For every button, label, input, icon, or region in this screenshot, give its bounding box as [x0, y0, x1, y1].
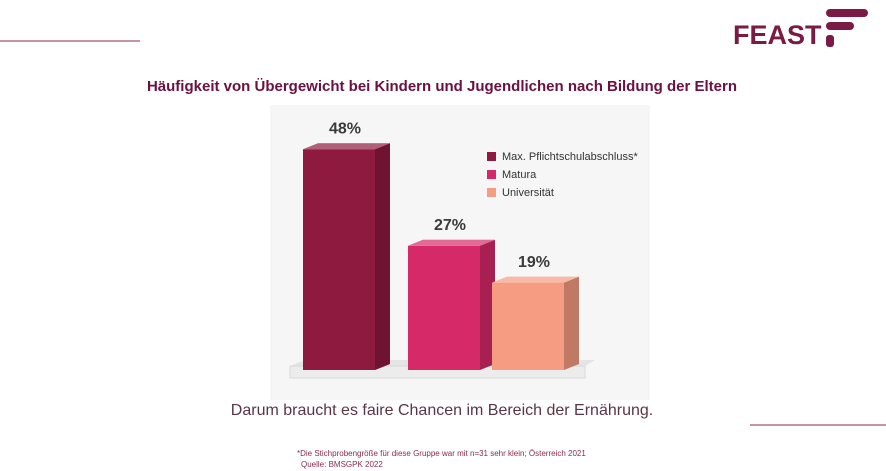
logo: FEAST [733, 20, 822, 50]
bar-top-light [408, 239, 495, 246]
footnote: *Die Stichprobengröße für diese Gruppe w… [297, 449, 586, 458]
legend-swatch [487, 170, 496, 179]
bar-top [408, 239, 495, 246]
legend-label: Universität [502, 187, 554, 199]
bar-side [480, 239, 495, 370]
chart-title: Häufigkeit von Übergewicht bei Kindern u… [147, 78, 737, 95]
bar-side-shade [564, 276, 579, 370]
logo-mark [826, 9, 868, 47]
legend-label: Max. Pflichtschulabschluss* [502, 151, 638, 163]
bar-side [564, 276, 579, 370]
legend-swatch [487, 152, 496, 161]
bar-top-light [303, 143, 390, 150]
footnote: Quelle: BMSGPK 2022 [301, 460, 383, 469]
legend-label: Matura [502, 169, 537, 181]
bar [492, 282, 564, 370]
bar [408, 245, 480, 370]
bar-side-shade [375, 143, 390, 370]
value-label: 48% [329, 120, 361, 137]
bar [303, 149, 375, 370]
subtitle: Darum braucht es faire Chancen im Bereic… [231, 402, 653, 419]
value-label: 19% [518, 254, 550, 271]
value-label: 27% [434, 217, 466, 234]
bar-top [303, 143, 390, 150]
bar-top-light [492, 276, 579, 283]
bar-top [492, 276, 579, 283]
bar-side-shade [480, 239, 495, 370]
bar-side [375, 143, 390, 370]
legend-swatch [487, 188, 496, 197]
